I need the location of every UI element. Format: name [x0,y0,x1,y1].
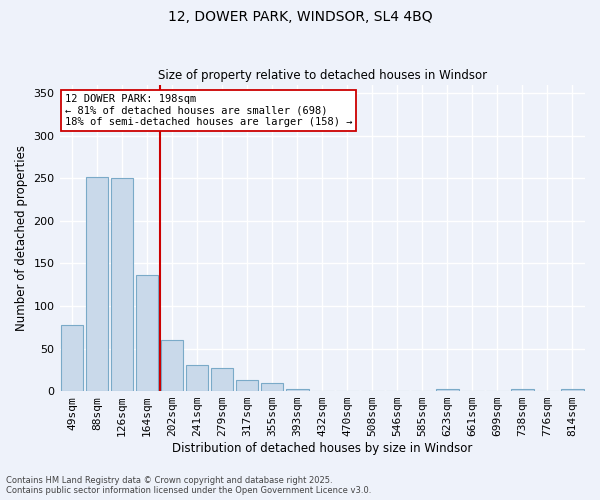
Bar [136,276,158,391]
Bar [111,178,133,391]
Bar [286,388,308,391]
Text: Contains HM Land Registry data © Crown copyright and database right 2025.
Contai: Contains HM Land Registry data © Crown c… [6,476,371,495]
Bar [61,324,83,391]
Bar [86,178,109,391]
Bar [186,364,208,391]
Text: 12, DOWER PARK, WINDSOR, SL4 4BQ: 12, DOWER PARK, WINDSOR, SL4 4BQ [167,10,433,24]
Bar [236,380,259,391]
Bar [511,388,534,391]
Bar [161,340,184,391]
Bar [436,388,458,391]
Y-axis label: Number of detached properties: Number of detached properties [15,145,28,331]
Bar [261,382,283,391]
Bar [561,388,584,391]
Text: 12 DOWER PARK: 198sqm
← 81% of detached houses are smaller (698)
18% of semi-det: 12 DOWER PARK: 198sqm ← 81% of detached … [65,94,352,127]
Title: Size of property relative to detached houses in Windsor: Size of property relative to detached ho… [158,69,487,82]
Bar [211,368,233,391]
X-axis label: Distribution of detached houses by size in Windsor: Distribution of detached houses by size … [172,442,472,455]
